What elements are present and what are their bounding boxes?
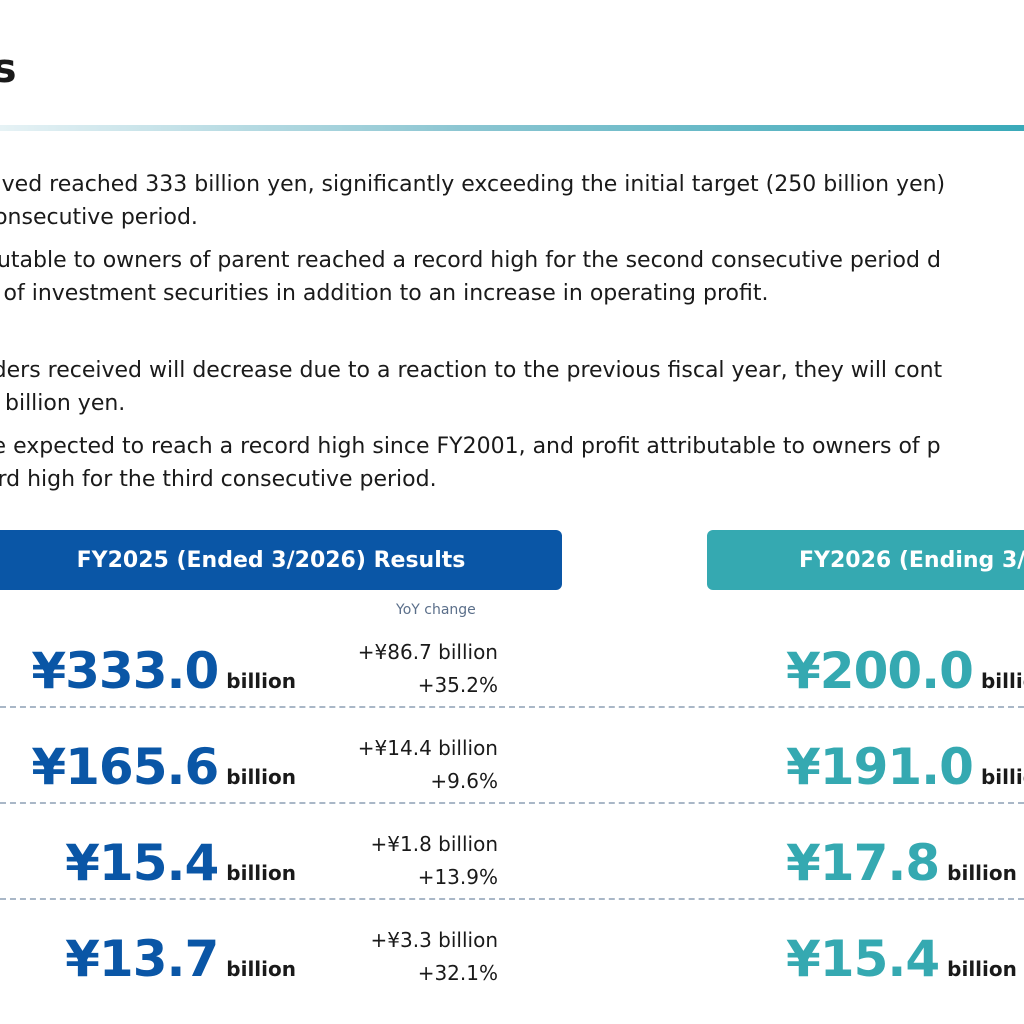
forecast-amount: ¥200.0 billion [786,642,1024,700]
forecast-unit: billion [980,765,1024,789]
summary-line: e of investment securities in addition t… [0,281,769,306]
forecast-amount: ¥15.4 billion [786,930,1017,988]
forecast-value: ¥191.0 [786,738,974,796]
summary-line: 0 billion yen. [0,391,126,416]
forecast-value: ¥17.8 [786,834,940,892]
metric-row: ¥333.0 billion +¥86.7 billion +35.2% ¥20… [0,636,1024,732]
yoy-column-label: YoY change [396,602,476,618]
yoy-change: +¥3.3 billion +32.1% [330,924,498,990]
summary-paragraph: re expected to reach a record high since… [0,430,941,496]
summary-line: butable to owners of parent reached a re… [0,248,941,273]
result-value: ¥165.6 [31,738,219,796]
yoy-amount: +¥3.3 billion [370,928,498,952]
title-rule [0,125,1024,131]
yoy-percent: +32.1% [417,961,498,985]
yoy-amount: +¥1.8 billion [370,832,498,856]
yoy-percent: +9.6% [430,769,498,793]
forecast-amount: ¥17.8 billion [786,834,1017,892]
yoy-change: +¥1.8 billion +13.9% [330,828,498,894]
forecast-header: FY2026 (Ending 3/ [707,530,1024,590]
result-unit: billion [226,957,296,981]
forecast-amount: ¥191.0 billion [786,738,1024,796]
forecast-unit: billion [947,957,1017,981]
result-unit: billion [226,765,296,789]
result-value: ¥13.7 [65,930,219,988]
yoy-amount: +¥14.4 billion [357,736,498,760]
result-unit: billion [226,861,296,885]
summary-line: ord high for the third consecutive perio… [0,467,437,492]
summary-line: eived reached 333 billion yen, significa… [0,172,946,197]
forecast-unit: billion [980,669,1024,693]
result-amount: ¥165.6 billion [31,738,296,796]
row-divider [0,706,1024,708]
forecast-value: ¥200.0 [786,642,974,700]
result-amount: ¥13.7 billion [65,930,296,988]
metric-row: ¥165.6 billion +¥14.4 billion +9.6% ¥191… [0,732,1024,828]
yoy-percent: +13.9% [417,865,498,889]
yoy-change: +¥14.4 billion +9.6% [330,732,498,798]
yoy-percent: +35.2% [417,673,498,697]
forecast-value: ¥15.4 [786,930,940,988]
row-divider [0,802,1024,804]
summary-paragraph: butable to owners of parent reached a re… [0,244,941,310]
result-value: ¥333.0 [31,642,219,700]
summary-paragraph: rders received will decrease due to a re… [0,354,942,420]
result-amount: ¥15.4 billion [65,834,296,892]
summary-line: re expected to reach a record high since… [0,434,941,459]
row-divider [0,898,1024,900]
yoy-amount: +¥86.7 billion [357,640,498,664]
summary-line: consecutive period. [0,205,198,230]
result-value: ¥15.4 [65,834,219,892]
result-unit: billion [226,669,296,693]
summary-paragraph: eived reached 333 billion yen, significa… [0,168,945,234]
metric-row: ¥13.7 billion +¥3.3 billion +32.1% ¥15.4… [0,924,1024,1020]
forecast-unit: billion [947,861,1017,885]
results-header: FY2025 (Ended 3/2026) Results [0,530,562,590]
page-title: cs [0,46,17,92]
yoy-change: +¥86.7 billion +35.2% [330,636,498,702]
metric-row: ¥15.4 billion +¥1.8 billion +13.9% ¥17.8… [0,828,1024,924]
summary-line: rders received will decrease due to a re… [0,358,943,383]
result-amount: ¥333.0 billion [31,642,296,700]
